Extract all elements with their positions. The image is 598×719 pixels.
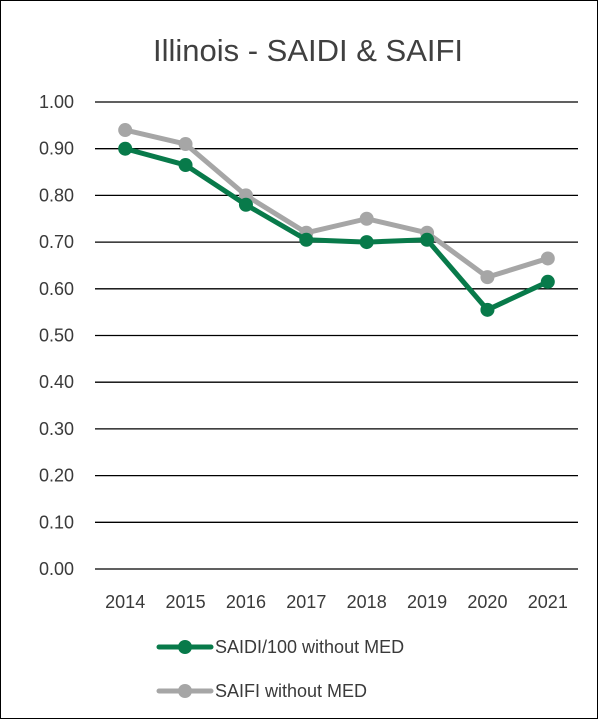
series-saifi: [118, 123, 555, 284]
x-tick-label: 2020: [467, 592, 507, 612]
data-point: [179, 158, 193, 172]
y-tick-label: 0.30: [39, 419, 74, 439]
y-axis-tick-labels: 0.00 0.10 0.20 0.30 0.40 0.50 0.60 0.70 0.80 0.90…: [39, 92, 74, 579]
legend-point-marker: [178, 684, 192, 698]
data-point: [239, 198, 253, 212]
y-tick-label: 0.90: [39, 139, 74, 159]
data-point: [118, 123, 132, 137]
x-tick-label: 2019: [407, 592, 447, 612]
data-point: [541, 251, 555, 265]
data-point: [179, 137, 193, 151]
legend: SAIDI/100 without MED SAIFI without MED: [159, 637, 404, 701]
x-tick-label: 2017: [286, 592, 326, 612]
x-tick-label: 2014: [105, 592, 145, 612]
data-point: [118, 142, 132, 156]
data-point: [480, 303, 494, 317]
series-layer: [118, 123, 555, 317]
legend-label: SAIFI without MED: [215, 681, 367, 701]
y-tick-label: 0.40: [39, 372, 74, 392]
legend-label: SAIDI/100 without MED: [215, 637, 404, 657]
data-point: [541, 275, 555, 289]
x-axis-tick-labels: 2014 2015 2016 2017 2018 2019 2020 2021: [105, 592, 568, 612]
x-tick-label: 2016: [226, 592, 266, 612]
series-saidi: [118, 142, 555, 317]
y-tick-label: 0.50: [39, 326, 74, 346]
y-tick-label: 1.00: [39, 92, 74, 112]
data-point: [360, 212, 374, 226]
y-tick-label: 0.60: [39, 279, 74, 299]
y-tick-label: 0.20: [39, 466, 74, 486]
data-point: [299, 233, 313, 247]
data-point: [420, 233, 434, 247]
series-line: [125, 149, 548, 310]
y-tick-label: 0.70: [39, 232, 74, 252]
y-tick-label: 0.80: [39, 185, 74, 205]
data-point: [360, 235, 374, 249]
chart-title: Illinois - SAIDI & SAIFI: [153, 33, 463, 68]
data-point: [480, 270, 494, 284]
legend-item: SAIFI without MED: [159, 681, 367, 701]
x-tick-label: 2018: [347, 592, 387, 612]
series-line: [125, 130, 548, 277]
legend-item: SAIDI/100 without MED: [159, 637, 404, 657]
x-tick-label: 2015: [166, 592, 206, 612]
y-tick-label: 0.00: [39, 559, 74, 579]
grid-layer: [95, 102, 578, 569]
legend-point-marker: [178, 640, 192, 654]
y-tick-label: 0.10: [39, 512, 74, 532]
x-tick-label: 2021: [528, 592, 568, 612]
